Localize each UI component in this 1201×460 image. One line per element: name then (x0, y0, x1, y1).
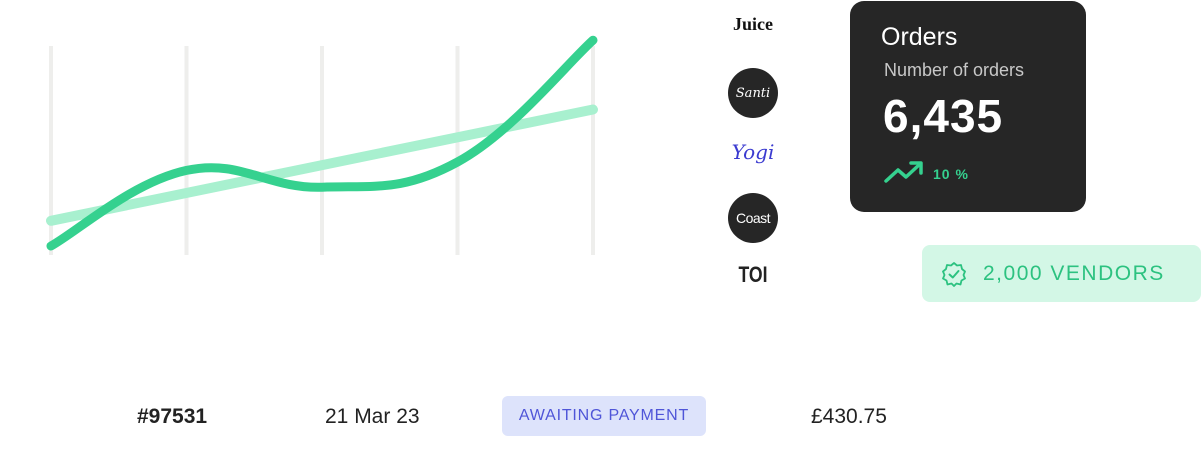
orders-trend-percent: 10 % (933, 166, 969, 182)
trending-up-icon (884, 161, 923, 183)
order-date: 21 Mar 23 (325, 405, 420, 428)
order-row[interactable]: #97531 21 Mar 23 AWAITING PAYMENT £430.7… (0, 394, 1201, 438)
juice-logo: Juice (733, 14, 773, 34)
vendor-logo-column: Juice Santi Yogi Coast TOI (722, 0, 784, 300)
vendors-count-badge: 2,000 VENDORS (922, 245, 1201, 302)
orders-trend-chart (46, 35, 598, 255)
orders-curve-series (46, 35, 598, 251)
order-id: #97531 (137, 405, 208, 428)
santi-logo: Santi (728, 68, 778, 118)
vendors-count-label: 2,000 VENDORS (983, 261, 1165, 285)
verified-badge-icon (942, 261, 966, 287)
orders-count: 6,435 (883, 90, 1004, 142)
yogi-logo: Yogi (731, 140, 775, 164)
orders-card-title: Orders (881, 23, 958, 51)
order-status-badge: AWAITING PAYMENT (502, 396, 706, 436)
order-amount: £430.75 (811, 405, 887, 428)
toi-logo: TOI (738, 262, 768, 287)
orders-card-subtitle: Number of orders (884, 60, 1025, 80)
coast-logo: Coast (728, 193, 778, 243)
orders-stat-card: Orders Number of orders 6,435 10 % (850, 1, 1086, 212)
